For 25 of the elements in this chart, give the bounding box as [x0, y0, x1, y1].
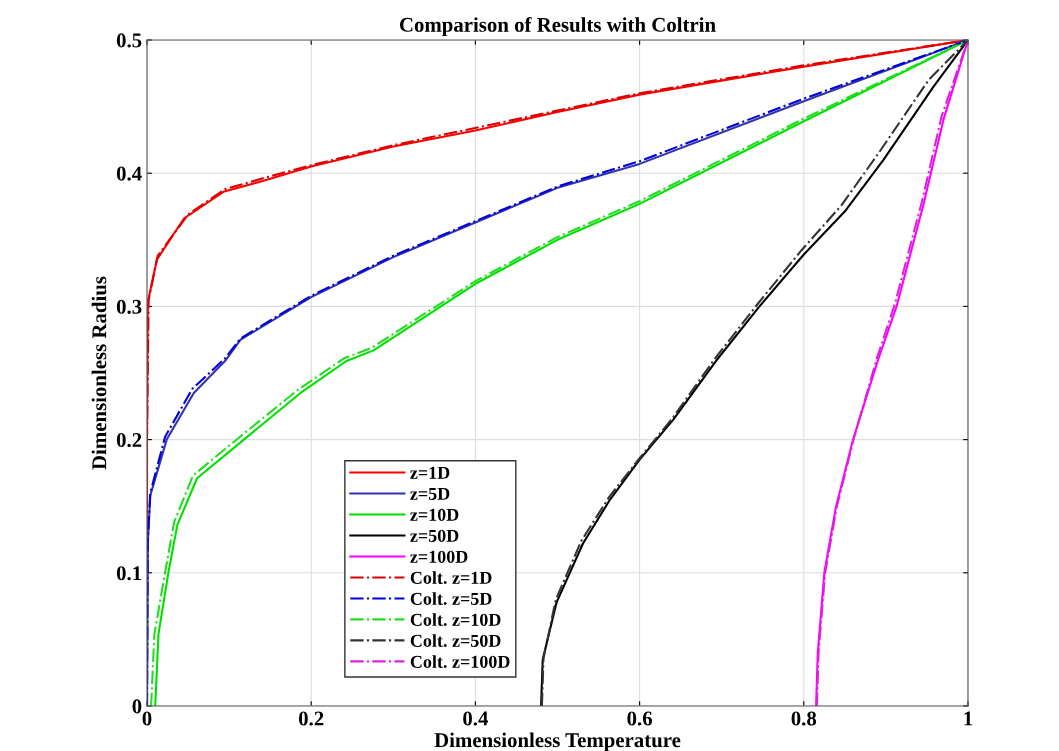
- legend-label: z=10D: [410, 508, 459, 521]
- y-tick-label: 0.1: [116, 566, 142, 581]
- x-axis-title: Dimensionless Temperature: [434, 732, 681, 751]
- legend-label: z=5D: [410, 487, 450, 500]
- x-tick-label: 0: [142, 711, 152, 726]
- legend-label: z=100D: [410, 550, 468, 563]
- legend-label: z=1D: [410, 466, 450, 479]
- y-tick-label: 0.4: [116, 166, 142, 181]
- x-tick-label: 0.8: [791, 711, 817, 726]
- legend-label: Colt. z=1D: [410, 571, 492, 584]
- legend-label: Colt. z=100D: [410, 655, 510, 668]
- legend-label: z=50D: [410, 529, 459, 542]
- legend-label: Colt. z=50D: [410, 634, 501, 647]
- legend-label: Colt. z=10D: [410, 613, 501, 626]
- y-tick-label: 0: [132, 699, 142, 714]
- x-tick-label: 0.6: [627, 711, 653, 726]
- y-axis-title: Dimensionless Radius: [91, 276, 107, 470]
- y-tick-label: 0.5: [116, 33, 142, 48]
- y-tick-label: 0.2: [116, 432, 142, 448]
- x-tick-label: 1: [964, 711, 973, 726]
- x-tick-label: 0.4: [463, 711, 489, 726]
- x-tick-label: 0.2: [298, 711, 324, 726]
- y-tick-label: 0.3: [116, 299, 142, 314]
- chart-title: Comparison of Results with Coltrin: [399, 17, 716, 37]
- legend-label: Colt. z=5D: [410, 592, 492, 605]
